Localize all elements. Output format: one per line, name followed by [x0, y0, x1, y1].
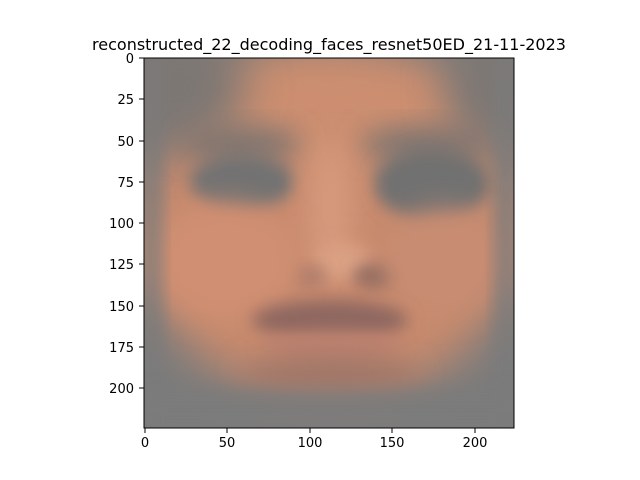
y-tick-label-0: 0	[126, 52, 134, 67]
left-edge-fade	[144, 58, 162, 428]
bottom-edge-fade	[144, 390, 514, 428]
x-tick-label-50: 50	[219, 436, 236, 451]
left-cheek	[150, 204, 300, 320]
axes-frame	[143, 57, 515, 429]
y-axis: 0 25 50 75 100 125 150 175 200	[109, 52, 144, 397]
y-tick-label-25: 25	[117, 93, 134, 108]
y-tick-label-200: 200	[109, 382, 134, 397]
y-tick-label-50: 50	[117, 135, 134, 150]
right-cheek	[385, 210, 505, 314]
x-tick-label-0: 0	[141, 436, 149, 451]
x-tick-label-200: 200	[463, 436, 488, 451]
reconstructed-face-image	[144, 58, 514, 428]
right-edge-fade	[495, 58, 514, 428]
y-tick-label-125: 125	[109, 258, 134, 273]
x-axis: 0 50 100 150 200	[141, 428, 488, 451]
y-tick-label-150: 150	[109, 300, 134, 315]
y-tick-label-100: 100	[109, 217, 134, 232]
figure-title: reconstructed_22_decoding_faces_resnet50…	[92, 35, 566, 55]
chin-shadow	[242, 356, 418, 392]
y-tick-label-175: 175	[109, 341, 134, 356]
right-eye	[374, 148, 490, 220]
mouth-lower-lip	[262, 332, 402, 360]
left-eye	[190, 154, 294, 210]
mouth-upper-shadow	[252, 300, 408, 340]
y-tick-label-75: 75	[117, 176, 134, 191]
upper-left-shadow	[144, 58, 245, 148]
left-brow	[182, 127, 302, 163]
x-tick-label-150: 150	[380, 436, 405, 451]
x-tick-label-100: 100	[298, 436, 323, 451]
